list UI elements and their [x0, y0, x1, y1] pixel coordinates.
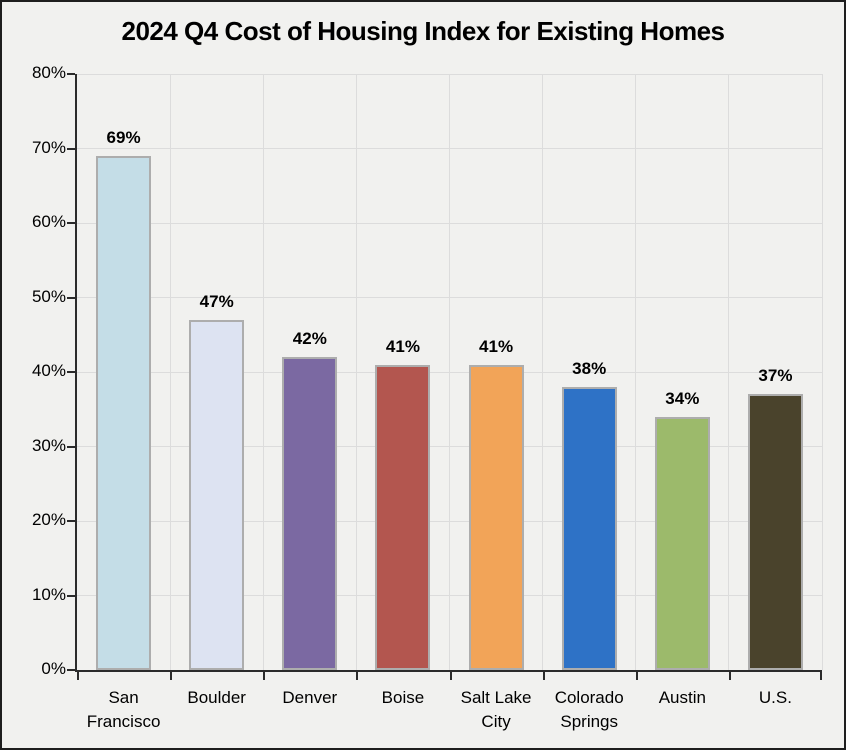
vertical-gridline	[262, 74, 264, 670]
y-axis-line	[75, 74, 77, 670]
vertical-gridline	[821, 74, 823, 670]
bar-denver	[282, 357, 338, 670]
x-axis-category-label: Salt Lake City	[460, 688, 532, 731]
y-axis-tick-label: 0%	[41, 659, 66, 678]
y-axis-tick-label: 10%	[31, 584, 66, 604]
y-axis-tick-label: 50%	[31, 286, 66, 306]
bar-boulder	[189, 319, 245, 670]
bar-boise	[375, 364, 431, 670]
bar-salt-lake-city	[468, 364, 524, 670]
x-axis-tick	[635, 672, 638, 680]
y-axis-tick-label: 60%	[31, 212, 66, 231]
bar-value-label: 34%	[665, 388, 700, 408]
x-axis-category-label: San Francisco	[86, 688, 161, 731]
y-axis-tick	[67, 73, 75, 75]
vertical-gridline	[449, 74, 450, 670]
x-axis-category-label: Boise	[381, 688, 425, 707]
x-axis-category-label: Boulder	[187, 688, 246, 707]
y-axis-tick	[67, 147, 75, 150]
x-axis-category-label: Austin	[658, 688, 706, 707]
chart-title: 2024 Q4 Cost of Housing Index for Existi…	[121, 16, 725, 46]
bar-colorado-springs	[561, 386, 617, 670]
y-axis-tick-label: 40%	[31, 361, 66, 380]
x-axis-category-label: Denver	[282, 688, 338, 707]
plot-area: 69% 47% 42% 41% 41% 38% 34% 37%	[67, 73, 823, 680]
bar-value-label: 37%	[758, 366, 793, 386]
vertical-gridline	[728, 74, 730, 670]
y-axis-tick	[67, 520, 75, 522]
y-axis-tick-label: 80%	[31, 63, 66, 82]
bar-value-label: 69%	[106, 127, 141, 147]
x-axis-category-label: Colorado Springs	[554, 688, 624, 731]
x-axis-line	[75, 670, 822, 672]
bar-value-label: 47%	[199, 291, 234, 311]
y-axis-tick	[67, 371, 75, 373]
x-axis-tick	[728, 672, 731, 680]
y-axis-tick-label: 30%	[31, 435, 66, 455]
x-axis-tick	[263, 672, 266, 680]
vertical-gridline	[355, 74, 357, 670]
x-axis-category-label: U.S.	[758, 688, 792, 707]
vertical-gridline	[635, 74, 637, 670]
vertical-gridline	[542, 74, 544, 670]
y-axis-tick	[67, 669, 75, 671]
bar-value-label: 41%	[479, 336, 514, 356]
x-axis-tick	[77, 672, 79, 680]
bar-austin	[654, 416, 710, 670]
y-axis-tick-label: 70%	[31, 137, 66, 157]
x-axis-tick	[356, 672, 359, 680]
y-axis-tick	[67, 296, 75, 299]
vertical-gridline	[169, 74, 171, 670]
bar-value-label: 41%	[385, 336, 420, 356]
x-axis-tick	[449, 672, 452, 680]
x-axis-tick	[820, 672, 822, 680]
bar-value-label: 38%	[572, 358, 607, 378]
x-axis-tick	[542, 672, 545, 680]
y-axis-tick	[67, 445, 75, 448]
bar-value-label: 42%	[292, 329, 327, 349]
bar-u-s	[747, 394, 803, 670]
x-axis-tick	[170, 672, 173, 680]
bar-san-francisco	[96, 155, 152, 670]
y-axis-tick-label: 20%	[31, 510, 66, 529]
y-axis-tick	[67, 594, 75, 597]
y-axis-tick	[67, 222, 75, 224]
